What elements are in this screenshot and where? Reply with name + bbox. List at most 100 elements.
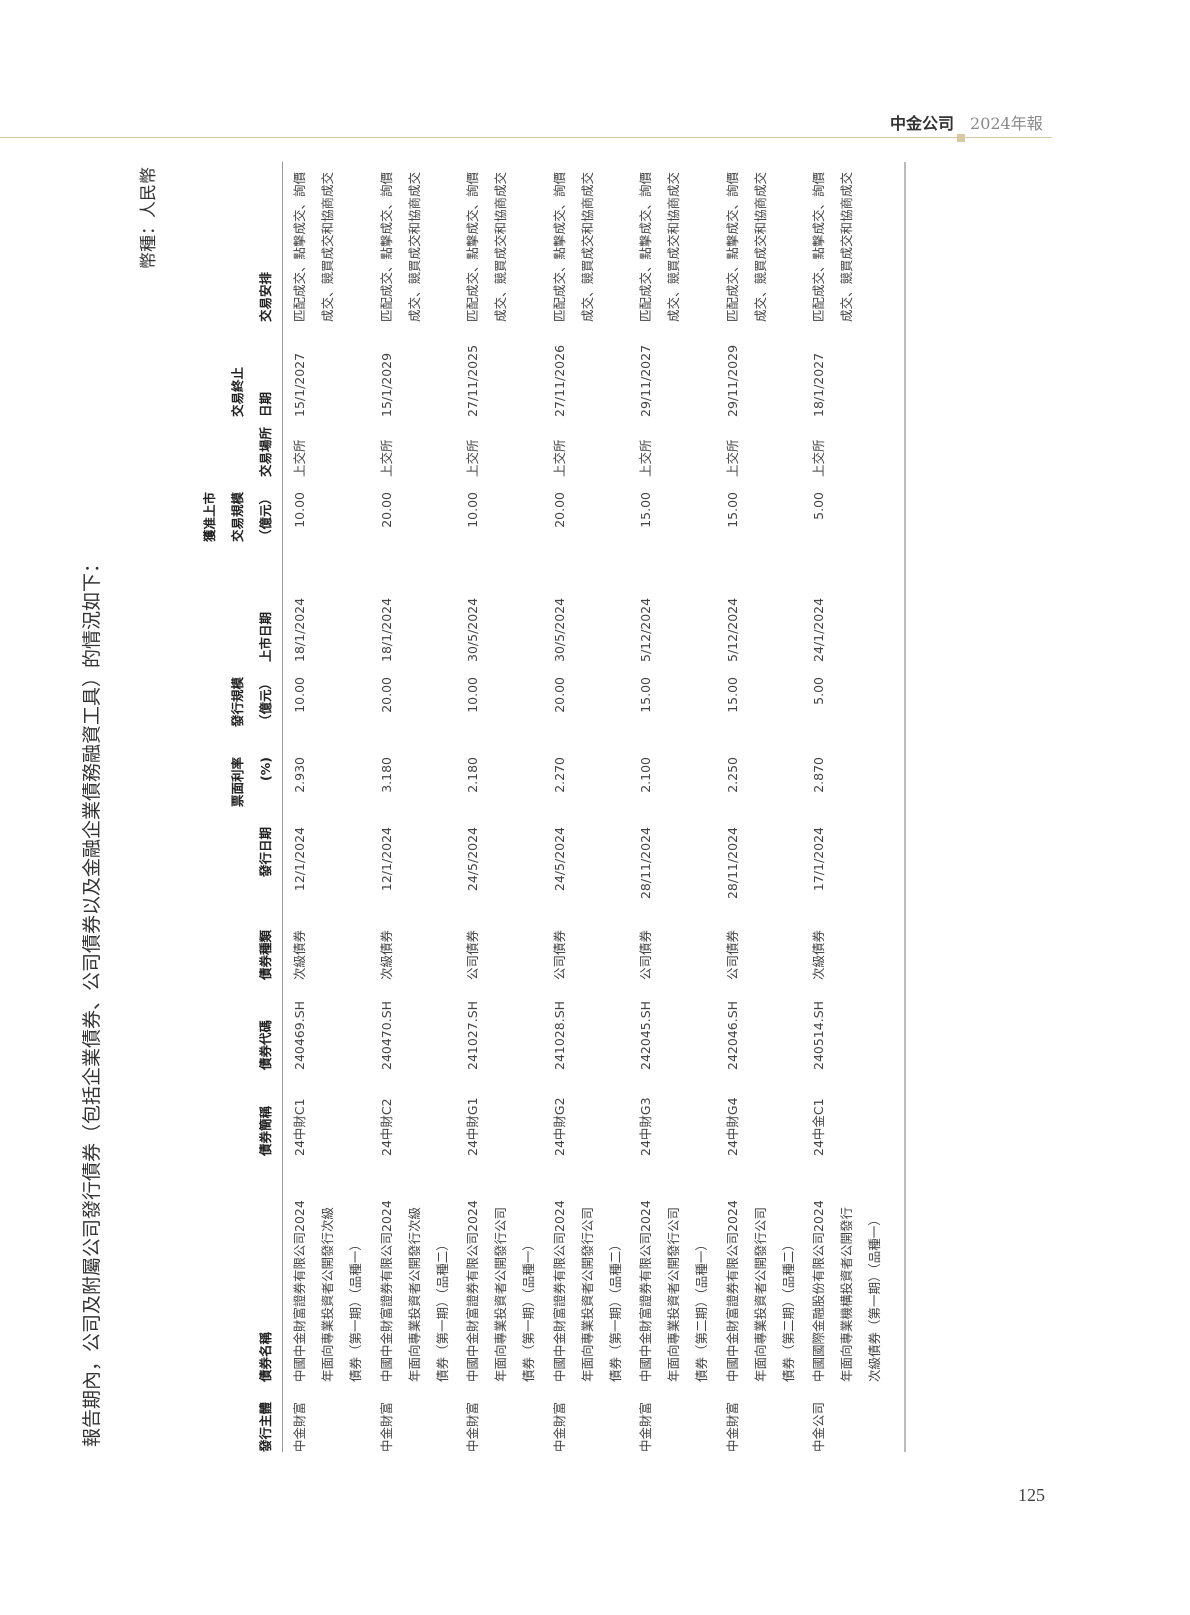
column-header: 交易場所 [258, 426, 273, 477]
column-header: 獲准上市 [202, 492, 217, 543]
header-rule [0, 137, 1052, 138]
table-cell-name: 債券（第一期）（品種二） [434, 1238, 450, 1382]
table-cell-name: 中國國際金融股份有限公司2024 [811, 1200, 826, 1382]
table-cell-end-date: 29/11/2027 [638, 344, 653, 417]
table-cell-arr: 成交、競買成交和協商成交 [666, 171, 681, 322]
table-cell-code: 241027.SH [465, 1000, 480, 1070]
table-cell-rate: 2.930 [292, 757, 307, 793]
table-cell-type: 公司債券 [724, 929, 740, 980]
company-name: 中金公司 [890, 114, 955, 133]
table-cell-type: 公司債券 [551, 929, 567, 980]
page-header: 中金公司 2024年報 [890, 110, 1043, 134]
table-cell-short: 24中財C1 [292, 1098, 307, 1156]
table-cell-name: 年面向專業投資者公開發行公司 [493, 1206, 508, 1382]
intro-text: 報告期內，公司及附屬公司發行債券（包括企業債券、公司債券以及金融企業債務融資工具… [81, 553, 103, 1447]
table-cell-code: 240514.SH [811, 1000, 826, 1070]
table-cell-name: 中國中金財富證券有限公司2024 [465, 1200, 480, 1382]
table-cell-venue: 上交所 [724, 439, 740, 477]
table-cell-list-date: 18/1/2024 [292, 597, 307, 662]
page-number: 125 [1018, 1485, 1045, 1505]
table-cell-list-date: 30/5/2024 [551, 597, 567, 662]
column-header: (%) [258, 757, 273, 781]
table-cell-size: 15.00 [638, 677, 653, 713]
table-cell-list-date: 5/12/2024 [724, 597, 740, 662]
table-cell-arr: 成交、競買成交和協商成交 [579, 171, 595, 322]
table-cell-approved: 5.00 [811, 492, 826, 520]
column-header: 發行日期 [258, 827, 273, 878]
table-cell-end-date: 29/11/2029 [724, 344, 740, 417]
table-cell-list-date: 30/5/2024 [465, 597, 480, 662]
table-cell-end-date: 15/1/2027 [292, 352, 307, 417]
table-cell-venue: 上交所 [378, 439, 394, 477]
table-cell-code: 242046.SH [724, 1000, 740, 1070]
table-cell-type: 次級債券 [811, 929, 826, 980]
table-cell-end-date: 15/1/2029 [378, 352, 394, 417]
table-cell-size: 20.00 [551, 677, 567, 713]
table-cell-size: 15.00 [724, 677, 740, 713]
table-cell-venue: 上交所 [811, 439, 826, 477]
table-cell-rate: 2.250 [724, 757, 740, 793]
table-cell-arr: 匹配成交、點擊成交、詢價 [551, 171, 567, 322]
table-cell-issue-date: 24/5/2024 [551, 827, 567, 892]
column-header: 交易規模 [230, 492, 245, 543]
table-cell-arr: 成交、競買成交和協商成交 [493, 171, 508, 322]
table-cell-arr: 匹配成交、點擊成交、詢價 [465, 171, 480, 322]
table-cell-issuer: 中金財富 [551, 1401, 567, 1452]
table-cell-short: 24中財G1 [465, 1097, 480, 1156]
column-header: 發行規模 [230, 677, 245, 728]
table-cell-arr: 匹配成交、點擊成交、詢價 [292, 171, 307, 322]
table-cell-rate: 2.100 [638, 757, 653, 793]
table-cell-code: 240469.SH [292, 1000, 307, 1070]
table-cell-venue: 上交所 [465, 439, 480, 477]
header-divider [282, 162, 283, 1452]
table-cell-arr: 匹配成交、點擊成交、詢價 [378, 171, 394, 322]
column-header: 債券種類 [258, 929, 273, 980]
table-cell-arr: 匹配成交、點擊成交、詢價 [638, 171, 653, 322]
table-cell-approved: 10.00 [292, 492, 307, 528]
column-header: （億元） [258, 492, 273, 543]
table-cell-list-date: 24/1/2024 [811, 597, 826, 662]
column-header: 債券名稱 [258, 1331, 273, 1382]
table-cell-short: 24中財G2 [551, 1097, 567, 1156]
table-cell-size: 10.00 [292, 677, 307, 713]
table-cell-name: 債券（第一期）（品種一） [348, 1238, 363, 1382]
column-header: 票面利率 [230, 757, 245, 808]
table-cell-short: 24中財G4 [724, 1097, 740, 1156]
table-cell-name: 年面向專業投資者公開發行公司 [666, 1206, 681, 1382]
table-cell-arr: 成交、競買成交和協商成交 [839, 171, 854, 322]
table-cell-name: 年面向專業投資者公開發行公司 [579, 1206, 595, 1382]
table-cell-issue-date: 28/11/2024 [638, 827, 653, 900]
table-cell-end-date: 18/1/2027 [811, 352, 826, 417]
table-cell-end-date: 27/11/2025 [465, 344, 480, 417]
table-cell-name: 中國中金財富證券有限公司2024 [724, 1200, 740, 1382]
column-header: 交易終止 [230, 366, 245, 417]
table-cell-type: 次級債券 [378, 929, 394, 980]
table-cell-approved: 15.00 [638, 492, 653, 528]
table-cell-code: 242045.SH [638, 1000, 653, 1070]
table-cell-rate: 2.180 [465, 757, 480, 793]
table-cell-size: 20.00 [378, 677, 394, 713]
table-cell-issuer: 中金財富 [378, 1401, 394, 1452]
table-cell-type: 公司債券 [638, 929, 653, 980]
table-cell-type: 公司債券 [465, 929, 480, 980]
table-cell-name: 次級債券（第一期）（品種一） [867, 1213, 882, 1382]
table-cell-arr: 成交、競買成交和協商成交 [752, 171, 768, 322]
table-cell-name: 年面向專業投資者公開發行公司 [752, 1206, 768, 1382]
table-cell-name: 中國中金財富證券有限公司2024 [292, 1200, 307, 1382]
table-cell-end-date: 27/11/2026 [551, 344, 567, 417]
column-header: 債券代碼 [258, 1019, 273, 1070]
column-header: 交易安排 [258, 271, 273, 322]
table-cell-name: 債券（第一期）（品種二） [607, 1238, 623, 1382]
column-header: 債券簡稱 [258, 1105, 273, 1156]
table-cell-name: 年面向專業投資者公開發行次級 [406, 1206, 422, 1382]
table-cell-rate: 3.180 [378, 757, 394, 793]
column-header: 上市日期 [258, 611, 273, 662]
table-cell-issuer: 中金財富 [292, 1401, 307, 1452]
column-header: 發行主體 [258, 1401, 273, 1452]
table-cell-name: 中國中金財富證券有限公司2024 [638, 1200, 653, 1382]
table-cell-short: 24中財C2 [378, 1098, 394, 1156]
table-cell-issue-date: 12/1/2024 [378, 827, 394, 892]
table-cell-issue-date: 12/1/2024 [292, 827, 307, 892]
table-cell-size: 10.00 [465, 677, 480, 713]
currency-note: 幣種：人民幣 [139, 167, 159, 269]
